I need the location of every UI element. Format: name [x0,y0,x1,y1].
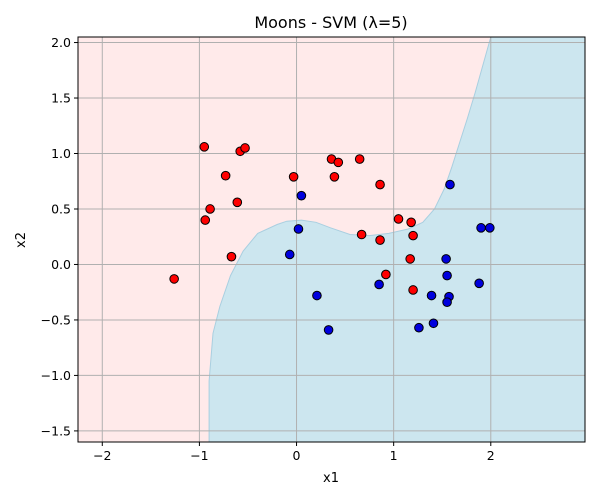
point-class-0 [220,170,231,181]
point-class-1 [414,322,424,333]
point-class-0 [329,172,340,182]
point-class-0 [375,235,385,245]
point-class-1 [426,290,437,301]
point-class-1 [293,224,304,234]
y-axis-label: x2 [14,232,29,248]
point-class-1 [312,290,322,301]
point-class-0 [381,269,391,280]
point-class-0 [240,143,250,153]
y-tick-label: −1.0 [41,368,71,383]
point-class-1 [374,279,384,290]
point-class-0 [354,154,365,164]
y-axis-ticks: −1.5 −1.0 −0.5 0.0 0.5 1.0 1.5 2.0 [41,35,78,438]
y-tick-label: 0.0 [51,257,71,272]
point-class-1 [485,223,495,233]
x-tick-label: −1 [190,448,208,463]
point-class-1 [296,190,307,201]
y-tick-label: −1.5 [41,423,71,438]
point-class-0 [356,229,367,240]
x-tick-label: 2 [487,448,495,463]
point-class-0 [205,204,215,214]
y-tick-label: 1.0 [51,146,71,161]
point-class-1 [445,179,455,190]
x-tick-label: 0 [293,448,301,463]
point-class-0 [288,172,299,182]
x-tick-label: −2 [93,448,111,463]
point-class-0 [375,179,385,190]
point-class-0 [406,217,416,228]
point-class-0 [200,215,211,225]
point-class-0 [408,230,418,241]
chart-title: Moons - SVM (λ=5) [254,13,407,32]
point-class-0 [199,142,210,152]
point-class-0 [408,285,418,295]
y-tick-label: 1.5 [51,91,71,106]
grid-lines [78,37,585,442]
point-class-0 [333,157,344,168]
data-points [169,142,495,335]
decision-boundary [208,36,492,442]
x-tick-label: 1 [390,448,398,463]
point-class-1 [442,270,452,281]
point-class-1 [441,254,451,264]
point-class-1 [323,325,334,335]
x-axis-label: x1 [323,471,339,486]
point-class-1 [474,278,484,289]
y-tick-label: 2.0 [51,35,71,50]
plot-frame [77,36,586,443]
point-class-0 [232,197,243,208]
point-class-1 [284,249,295,260]
point-class-0 [226,251,237,262]
point-class-0 [405,254,415,264]
point-class-1 [476,223,486,233]
point-class-0 [393,214,404,224]
y-tick-label: 0.5 [51,201,71,216]
point-class-1 [428,318,439,329]
point-class-0 [169,274,179,284]
y-tick-label: −0.5 [41,312,71,327]
point-class-1 [442,297,452,307]
x-axis-ticks: −2 −1 0 1 2 [93,442,495,463]
